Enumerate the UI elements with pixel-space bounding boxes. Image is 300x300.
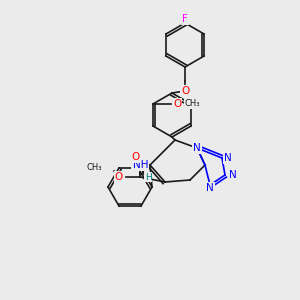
Text: N: N: [229, 170, 237, 180]
Text: N: N: [224, 153, 232, 163]
Text: O: O: [173, 99, 181, 109]
Text: CH₃: CH₃: [185, 100, 200, 109]
Text: H: H: [145, 172, 152, 182]
Text: O: O: [181, 86, 189, 96]
Text: N: N: [206, 183, 214, 193]
Text: O: O: [115, 172, 123, 182]
Text: CH₃: CH₃: [86, 164, 102, 172]
Text: F: F: [182, 14, 188, 24]
Text: N: N: [193, 143, 201, 153]
Text: O: O: [132, 152, 140, 162]
Text: NH: NH: [133, 160, 148, 170]
